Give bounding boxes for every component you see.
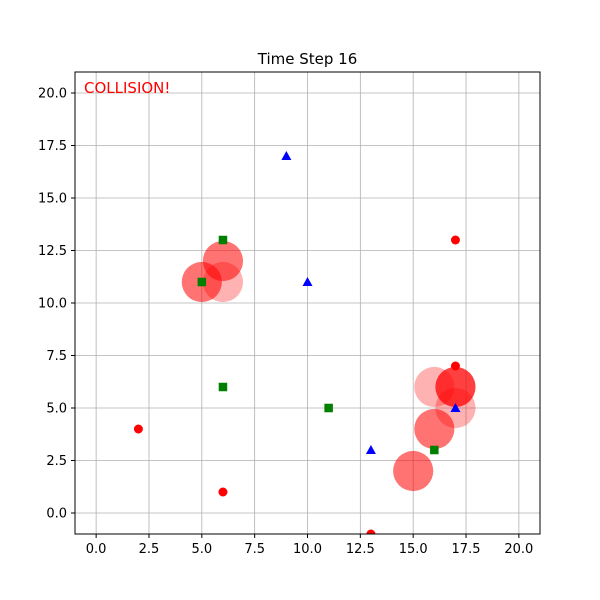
y-tick-label: 0.0	[46, 507, 67, 522]
markers	[133, 151, 461, 534]
triangle-marker	[281, 151, 292, 160]
y-tick-label: 5.0	[46, 402, 67, 417]
y-tick-label: 20.0	[38, 87, 67, 102]
collision-zone	[414, 408, 455, 450]
circle-marker	[450, 361, 460, 371]
x-tick-label: 5.0	[191, 542, 212, 557]
x-tick-label: 15.0	[399, 542, 428, 557]
y-tick-label: 2.5	[46, 454, 67, 469]
x-tick-label: 20.0	[504, 542, 533, 557]
triangle-marker	[302, 277, 313, 286]
circle-marker	[133, 424, 143, 434]
y-tick-label: 10.0	[38, 297, 67, 312]
square-marker	[218, 382, 228, 392]
circle-marker	[450, 235, 460, 245]
triangle-marker	[450, 403, 461, 412]
circle-marker	[366, 529, 376, 534]
ticks: 0.0 2.5 5.0 7.5 10.0 12.5 15.0 17.5 20.0 0.0 2.5 5.…	[38, 87, 533, 558]
collision-annotation: COLLISION!	[84, 79, 170, 97]
y-tick-label: 17.5	[38, 139, 67, 154]
collision-zone	[435, 366, 476, 408]
circle-marker	[218, 487, 228, 497]
y-tick-label: 7.5	[46, 349, 67, 364]
x-tick-label: 12.5	[346, 542, 375, 557]
x-tick-label: 17.5	[452, 542, 481, 557]
x-tick-label: 7.5	[244, 542, 265, 557]
square-marker	[218, 235, 228, 245]
square-marker	[430, 445, 439, 455]
y-tick-label: 12.5	[38, 244, 67, 259]
square-marker	[197, 277, 207, 287]
x-tick-label: 0.0	[86, 542, 107, 557]
x-tick-label: 10.0	[293, 542, 322, 557]
triangle-marker	[365, 445, 376, 454]
grid	[75, 72, 540, 534]
y-tick-label: 15.0	[38, 192, 67, 207]
x-tick-label: 2.5	[139, 542, 160, 557]
chart-title: Time Step 16	[257, 50, 358, 68]
collision-zone	[393, 450, 434, 492]
square-marker	[324, 403, 333, 413]
